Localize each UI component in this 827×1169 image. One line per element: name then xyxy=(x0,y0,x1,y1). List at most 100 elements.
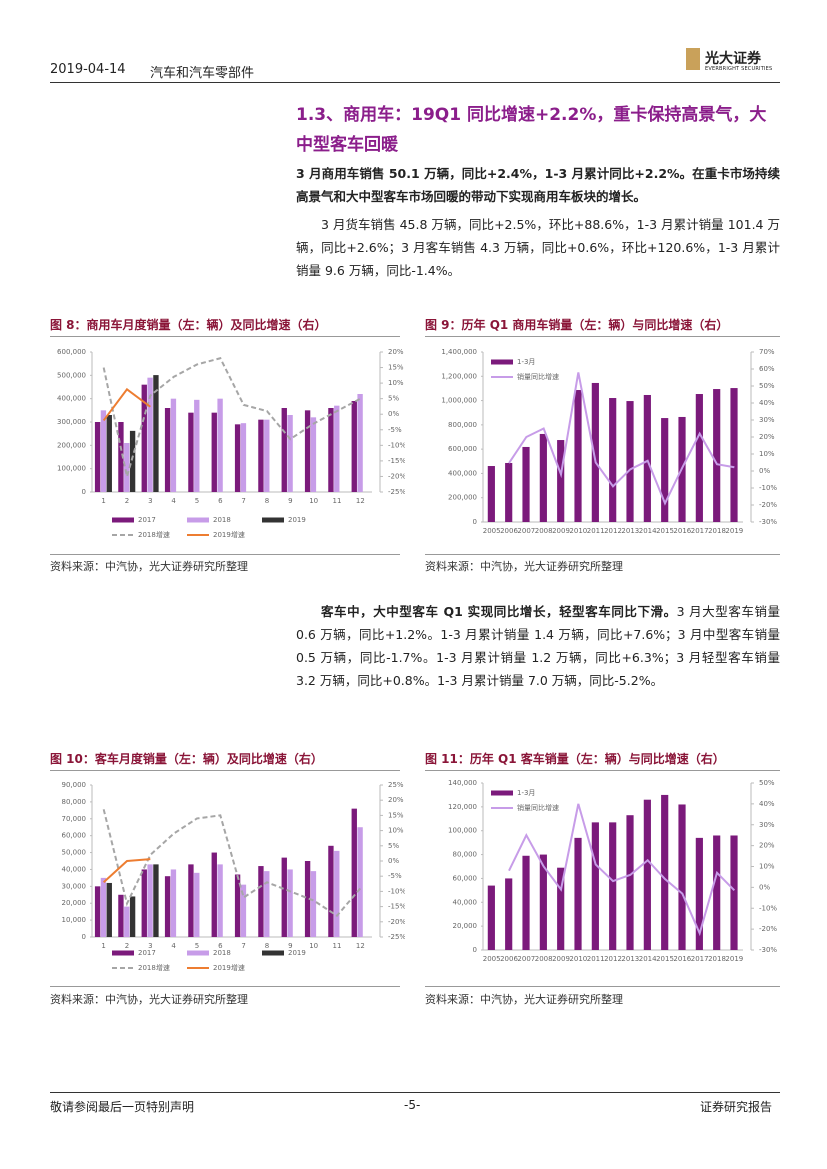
y-tick-label: 1,400,000 xyxy=(441,348,477,356)
footer-left: 敬请参阅最后一页特别声明 xyxy=(50,1100,195,1114)
y2-tick-label: -15% xyxy=(388,457,405,465)
bar xyxy=(287,869,293,937)
y2-tick-label: 20% xyxy=(759,842,775,850)
bar xyxy=(351,401,357,492)
bar xyxy=(304,410,311,492)
x-tick-label: 2 xyxy=(125,942,129,950)
y-tick-label: 400,000 xyxy=(448,469,477,477)
y-tick-label: 800,000 xyxy=(448,421,477,429)
figure-rule xyxy=(425,554,780,555)
x-tick-label: 8 xyxy=(265,497,269,505)
legend-label: 2019增速 xyxy=(213,963,245,972)
bar xyxy=(487,466,495,522)
x-tick-label: 2013 xyxy=(621,955,639,963)
bar xyxy=(505,878,513,950)
bar xyxy=(217,864,223,937)
x-tick-label: 2008 xyxy=(535,955,553,963)
y2-tick-label: -10% xyxy=(759,484,777,492)
bar xyxy=(287,415,293,492)
bar xyxy=(539,433,547,522)
bar xyxy=(124,443,130,492)
y-tick-label: 20,000 xyxy=(62,899,87,907)
y-tick-label: 40,000 xyxy=(62,865,87,873)
bar xyxy=(643,394,651,522)
x-tick-label: 2009 xyxy=(552,955,570,963)
x-tick-label: 6 xyxy=(218,942,223,950)
bar xyxy=(574,390,582,522)
figure-source: 资料来源：中汽协，光大证券研究所整理 xyxy=(425,993,623,1006)
y2-tick-label: -10% xyxy=(759,904,777,912)
legend-label: 1-3月 xyxy=(517,789,535,797)
y2-tick-label: 10% xyxy=(759,863,775,871)
bar xyxy=(100,877,107,937)
y-tick-label: 40,000 xyxy=(453,898,478,906)
bar xyxy=(264,419,270,492)
bar xyxy=(153,864,159,937)
bar xyxy=(188,412,194,492)
bar xyxy=(730,835,738,950)
x-tick-label: 3 xyxy=(148,497,152,505)
x-tick-label: 2017 xyxy=(691,527,709,535)
bar xyxy=(211,852,217,937)
y2-tick-label: -5% xyxy=(388,872,402,880)
y2-tick-label: 60% xyxy=(759,365,775,373)
bar xyxy=(713,835,721,950)
x-tick-label: 6 xyxy=(218,497,223,505)
bar xyxy=(118,894,124,937)
bar xyxy=(147,377,153,492)
y-tick-label: 80,000 xyxy=(62,798,87,806)
legend-label: 2018增速 xyxy=(138,530,170,539)
figure-title: 图 10：客车月度销量（左：辆）及同比增速（右） xyxy=(50,752,323,766)
bar xyxy=(557,867,565,950)
x-tick-label: 4 xyxy=(171,942,176,950)
bar xyxy=(304,861,311,937)
y2-tick-label: -30% xyxy=(759,518,777,526)
bar xyxy=(357,827,363,937)
header-sector: 汽车和汽车零部件 xyxy=(150,66,255,81)
logo-mark xyxy=(686,48,700,70)
y2-tick-label: -5% xyxy=(388,426,402,434)
y-tick-label: 0 xyxy=(82,488,86,496)
header-date: 2019-04-14 xyxy=(50,62,126,77)
x-tick-label: 7 xyxy=(241,942,245,950)
bar xyxy=(194,872,200,937)
y2-tick-label: 30% xyxy=(759,416,775,424)
bar xyxy=(713,389,721,522)
legend-swatch xyxy=(112,517,134,523)
paragraph: 3 月货车销售 45.8 万辆，同比+2.5%，环比+88.6%，1-3 月累计… xyxy=(296,217,780,278)
chart: 0 200,000 400,000 600,000 800,000 1,000,000 1,… xyxy=(441,348,777,535)
x-tick-label: 10 xyxy=(309,942,318,950)
x-tick-label: 2006 xyxy=(500,527,518,535)
y2-tick-label: -25% xyxy=(388,488,405,496)
x-tick-label: 2007 xyxy=(517,527,535,535)
figure-source: 资料来源：中汽协，光大证券研究所整理 xyxy=(425,560,623,573)
chart: 0 20,000 40,000 60,000 80,000 100,000 120,000 1… xyxy=(448,779,777,963)
paragraph: 客车中，大中型客车 Q1 实现同比增长，轻型客车同比下滑。3 月大型客车销量 0… xyxy=(296,600,780,692)
bar xyxy=(328,408,334,492)
legend-label: 2018 xyxy=(213,516,231,524)
bar xyxy=(695,837,703,950)
y-tick-label: 140,000 xyxy=(448,779,477,787)
footer-rule xyxy=(50,1092,780,1093)
bar xyxy=(730,388,738,522)
figure-rule xyxy=(425,770,780,771)
x-tick-label: 2005 xyxy=(483,955,501,963)
y2-tick-label: 25% xyxy=(388,781,404,789)
y-tick-label: 20,000 xyxy=(453,922,478,930)
bar xyxy=(170,398,177,492)
bar xyxy=(522,855,530,950)
legend-label: 销量同比增速 xyxy=(517,372,559,381)
x-tick-label: 2015 xyxy=(656,955,674,963)
legend-swatch xyxy=(112,950,134,956)
bar xyxy=(334,850,340,937)
x-tick-label: 7 xyxy=(241,497,245,505)
x-tick-label: 9 xyxy=(288,942,292,950)
y-tick-label: 0 xyxy=(473,946,477,954)
y2-tick-label: -20% xyxy=(759,501,777,509)
y-tick-label: 600,000 xyxy=(57,348,86,356)
bar xyxy=(106,882,112,937)
y2-tick-label: 5% xyxy=(388,842,399,850)
bar xyxy=(557,440,565,522)
bar xyxy=(591,822,599,950)
